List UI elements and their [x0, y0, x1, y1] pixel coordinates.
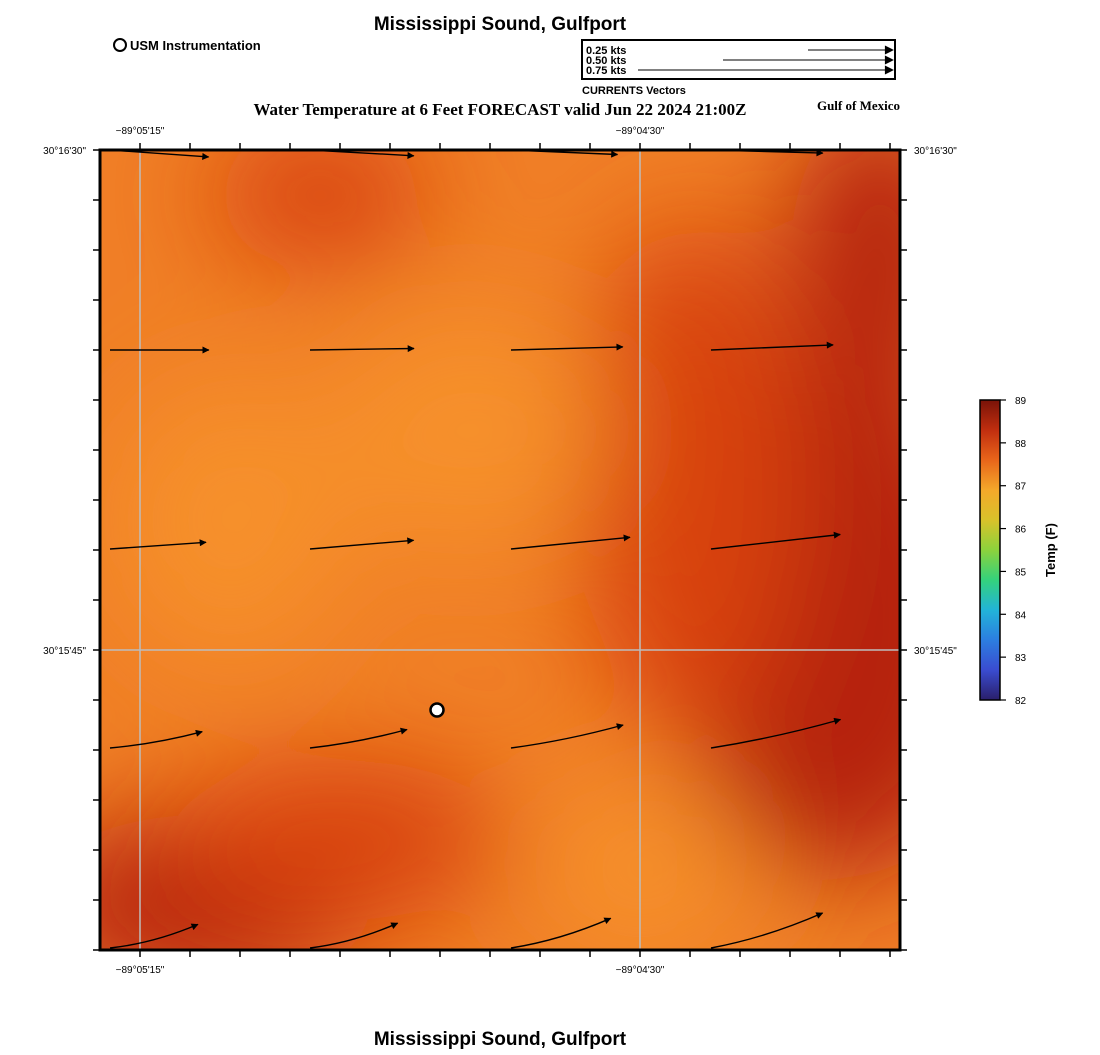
lat-tick-label-left: 30°15'45": [43, 646, 86, 657]
lon-tick-label-top: −89°04'30": [616, 126, 665, 137]
vector-legend-caption: CURRENTS Vectors: [582, 85, 686, 97]
lon-tick-label-top: −89°05'15": [116, 126, 165, 137]
colorbar-tick-label: 85: [1015, 567, 1027, 578]
colorbar-tick-label: 88: [1015, 439, 1027, 450]
footer-title: Mississippi Sound, Gulfport: [374, 1029, 627, 1050]
map-subtitle: Water Temperature at 6 Feet FORECAST val…: [254, 100, 747, 119]
vector-legend-label: 0.75 kts: [586, 65, 626, 77]
region-label: Gulf of Mexico: [817, 98, 900, 113]
cool-region-west: [110, 380, 350, 660]
colorbar-tick-label: 84: [1015, 610, 1027, 621]
map-title: Mississippi Sound, Gulfport: [374, 14, 627, 35]
station-legend: USM Instrumentation: [114, 38, 261, 53]
colorbar-tick-label: 82: [1015, 696, 1027, 707]
station-marker[interactable]: [431, 704, 444, 717]
warm-band-south: [170, 760, 510, 920]
lat-tick-label-right: 30°15'45": [914, 646, 957, 657]
station-legend-label: USM Instrumentation: [130, 38, 261, 53]
lon-tick-label-bottom: −89°05'15": [116, 965, 165, 976]
colorbar-ticks: 89 88 87 86 85 84 83 82: [1000, 396, 1027, 707]
temperature-colorbar: 89 88 87 86 85 84 83 82 Temp (F): [980, 396, 1058, 707]
cool-region-central: [330, 310, 610, 550]
lat-tick-label-left: 30°16'30": [43, 146, 86, 157]
colorbar-title: Temp (F): [1043, 523, 1058, 577]
lon-tick-label-bottom: −89°04'30": [616, 965, 665, 976]
station-marker-icon: [114, 39, 126, 51]
colorbar-tick-label: 86: [1015, 525, 1027, 536]
colorbar-tick-label: 87: [1015, 482, 1027, 493]
warm-patch-north: [210, 125, 430, 265]
colorbar-tick-label: 83: [1015, 653, 1027, 664]
colorbar-bar: [980, 400, 1000, 700]
lat-tick-label-right: 30°16'30": [914, 146, 957, 157]
colorbar-tick-label: 89: [1015, 396, 1027, 407]
temperature-field: [30, 100, 1010, 995]
warm-band-central: [580, 220, 800, 740]
